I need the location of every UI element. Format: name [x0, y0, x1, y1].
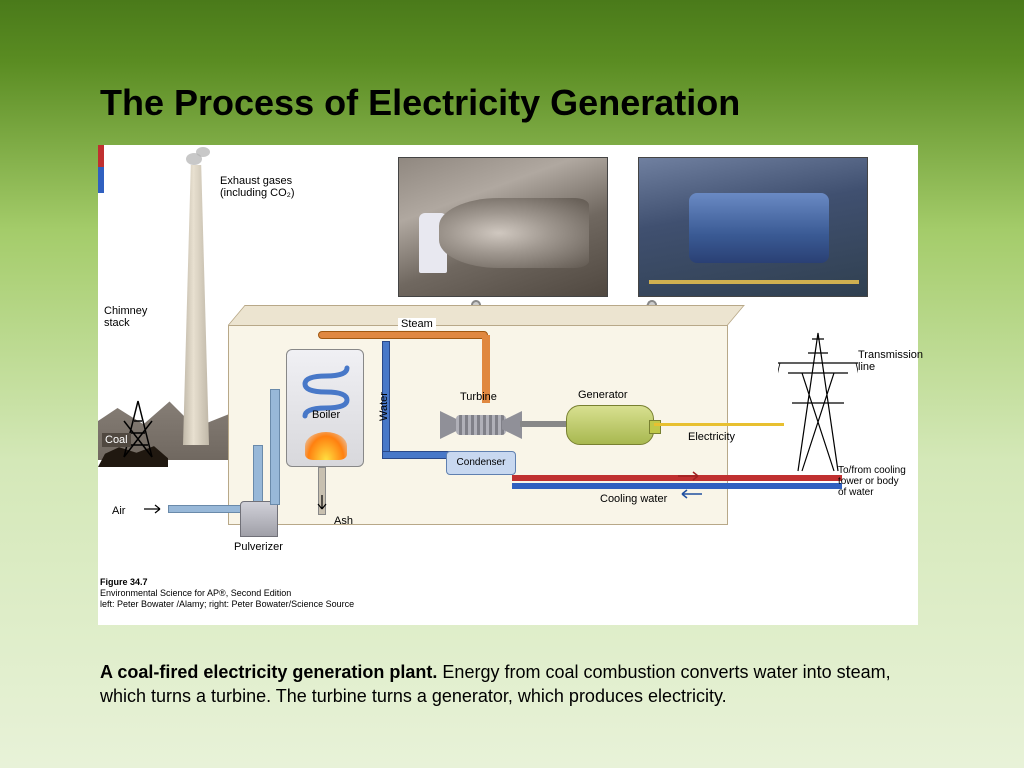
boiler-label: Boiler: [312, 409, 340, 421]
cooling-dest-label: To/from cooling tower or body of water: [838, 465, 906, 498]
generator: [566, 405, 654, 445]
caption: A coal-fired electricity generation plan…: [100, 660, 910, 709]
turbine-photo: [398, 157, 608, 297]
pulverizer-label: Pulverizer: [234, 541, 283, 553]
hot-water-drop: [98, 145, 104, 167]
cooling-label: Cooling water: [600, 493, 667, 505]
water-pipe-horizontal: [382, 451, 454, 459]
slide-title: The Process of Electricity Generation: [100, 82, 740, 124]
exhaust-label: Exhaust gases (including CO₂): [220, 175, 295, 199]
chimney-label: Chimney stack: [104, 305, 147, 329]
caption-bold: A coal-fired electricity generation plan…: [100, 662, 437, 682]
slide: The Process of Electricity Generation: [0, 0, 1024, 768]
transmission-label: Transmission line: [858, 349, 923, 373]
figure-book: Environmental Science for AP®, Second Ed…: [100, 588, 291, 598]
boiler: [286, 349, 364, 467]
chimney-stack: [183, 165, 209, 445]
turbine-shaft: [520, 421, 570, 427]
electricity-line: [654, 423, 784, 426]
generator-label: Generator: [578, 389, 628, 401]
generator-photo: [638, 157, 868, 297]
air-label: Air: [112, 505, 125, 517]
diagram-area: Condenser Exhaust gases (including CO₂) …: [98, 145, 918, 625]
steam-pipe: [318, 331, 488, 339]
turbine-label: Turbine: [460, 391, 497, 403]
figure-photo-credit: left: Peter Bowater /Alamy; right: Peter…: [100, 599, 354, 609]
smoke-icon: [182, 151, 212, 169]
flame-icon: [305, 432, 347, 460]
steam-label: Steam: [398, 318, 436, 330]
air-arrow-icon: [142, 503, 166, 515]
ash-arrow-icon: [316, 493, 328, 515]
hot-out-arrow-icon: [676, 471, 704, 481]
exhaust-text: Exhaust gases: [220, 175, 292, 187]
air-pipe: [168, 505, 243, 513]
coal-feed-pipe: [253, 445, 263, 505]
transmission-tower-icon: [778, 313, 858, 473]
electricity-label: Electricity: [688, 431, 735, 443]
exhaust-sub-text: (including CO₂): [220, 187, 295, 199]
pulverizer: [240, 501, 278, 537]
cool-water-rise: [98, 167, 104, 193]
cool-in-arrow-icon: [676, 489, 704, 499]
coal-derrick-icon: [116, 397, 160, 459]
plant-roof: [228, 305, 745, 325]
person-silhouette: [419, 213, 447, 273]
figure-number: Figure 34.7: [100, 577, 148, 587]
figure-credit: Figure 34.7 Environmental Science for AP…: [100, 577, 354, 609]
condenser: Condenser: [446, 451, 516, 475]
pulverizer-to-boiler-pipe: [270, 389, 280, 505]
photo-rail: [649, 280, 859, 284]
turbine: [440, 407, 522, 443]
water-label: Water: [378, 392, 390, 421]
coal-label: Coal: [102, 433, 131, 447]
ash-label: Ash: [334, 515, 353, 527]
